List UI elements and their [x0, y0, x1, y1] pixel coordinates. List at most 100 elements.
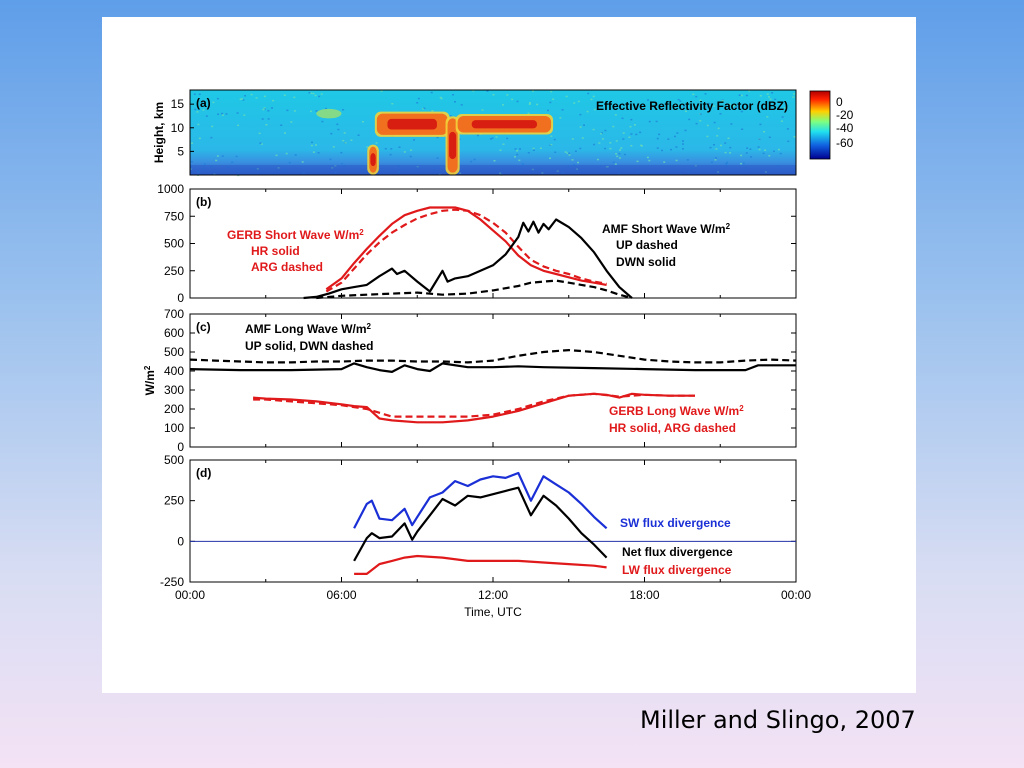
panel-c-y-tick-label: 300 [164, 383, 184, 397]
panel-a-noise [528, 103, 531, 105]
panel-a-noise [785, 107, 788, 109]
panel-a-noise [440, 97, 443, 100]
panel-a-noise [604, 129, 607, 132]
panel-a-noise [636, 160, 639, 163]
panel-a-noise [293, 96, 296, 99]
panel-a-noise [623, 153, 626, 156]
panel-a-noise [215, 159, 218, 162]
colorbar [809, 90, 831, 160]
panel-a-noise [502, 104, 504, 106]
panel-c-amf-sub: UP solid, DWN dashed [245, 339, 373, 353]
panel-a-noise [506, 94, 509, 96]
panel-d-y-tick-label: 250 [164, 494, 184, 508]
panel-a-noise [622, 132, 625, 134]
panel-a-noise [648, 120, 651, 123]
panel-a-noise [647, 99, 649, 101]
panel-a-noise [746, 147, 749, 149]
panel-a-noise [675, 146, 678, 148]
panel-a-noise [454, 101, 456, 103]
panel-a-noise [688, 118, 691, 121]
panel-a-noise [342, 109, 345, 111]
panel-a-noise [706, 106, 709, 108]
panel-a-noise [568, 154, 571, 156]
panel-a-noise [375, 142, 378, 144]
panel-b-series-amf-short-wave-up [316, 279, 633, 300]
panel-a-noise [633, 124, 636, 126]
panel-d-series-net-flux-divergence [353, 486, 608, 562]
panel-a-noise [577, 161, 579, 164]
panel-b-amf-dwn: DWN solid [616, 255, 676, 269]
panel-a-noise [436, 157, 439, 159]
panel-a-noise [699, 120, 702, 122]
panel-a-noise [235, 155, 238, 158]
panel-a-noise [757, 146, 760, 148]
panel-c-gerb-title: GERB Long Wave W/m2 [609, 404, 744, 419]
panel-a-noise [629, 125, 632, 128]
panel-a-noise [301, 161, 304, 163]
panel-a-noise [250, 93, 253, 96]
panel-d-lw-label: LW flux divergence [622, 563, 732, 577]
panel-a-noise [615, 153, 618, 155]
panel-a-noise [758, 148, 761, 151]
panel-b-y-tick-label: 0 [177, 291, 184, 305]
panel-a-noise [769, 98, 772, 100]
panel-a-noise [726, 161, 728, 164]
panel-a-noise [516, 100, 519, 103]
panel-a-noise [716, 135, 719, 137]
panel-d-label: (d) [196, 466, 211, 480]
panel-a-noise [194, 108, 197, 111]
panel-a-noise [553, 138, 556, 141]
panel-a-noise [706, 124, 709, 127]
panel-b-amf-title: AMF Short Wave W/m2 [602, 222, 731, 237]
panel-a-noise [439, 96, 442, 99]
panel-a-label: (a) [196, 96, 211, 110]
panel-a-noise [271, 107, 273, 109]
panel-a-noise [630, 145, 633, 147]
panel-a-noise [342, 139, 345, 142]
panel-a-noise [646, 156, 649, 159]
panel-a-noise [719, 101, 722, 103]
panel-a-noise [686, 159, 689, 161]
panel-a-noise [724, 151, 727, 154]
panel-a-noise [255, 97, 258, 99]
panel-a-noise [473, 158, 476, 161]
panel-a-noise [430, 91, 433, 94]
panel-a-noise [259, 142, 262, 144]
panel-b-gerb-title: GERB Short Wave W/m2 [227, 228, 364, 243]
panel-a-noise [601, 138, 604, 140]
panel-a-noise [622, 138, 625, 140]
panel-a-noise [211, 125, 214, 128]
panel-a-noise [609, 147, 612, 150]
panel-a-noise [310, 110, 312, 113]
panel-d-xlabel: Time, UTC [464, 605, 522, 619]
panel-a-noise [712, 105, 715, 107]
panel-a-noise [630, 118, 633, 121]
panel-a-noise [596, 158, 599, 161]
panel-a-noise [615, 140, 618, 142]
figure-svg: 5 10 15 (a) Effective Reflectivity Factor (d… [143, 89, 854, 619]
panel-a-noise [336, 123, 339, 126]
panel-a-y-tick-label: 5 [177, 144, 184, 158]
panel-a-noise [762, 152, 765, 155]
panel-a-noise [366, 146, 369, 148]
panel-a-noise [532, 147, 535, 150]
panel-a-noise [221, 112, 224, 115]
panel-a-noise [493, 160, 496, 162]
panel-a-noise [343, 132, 346, 134]
panel-a-noise [729, 146, 732, 149]
panel-a-noise [384, 148, 387, 150]
panel-a-noise [409, 155, 412, 158]
panel-a-noise [655, 120, 658, 123]
panel-a-noise [614, 163, 617, 165]
panel-a-noise [682, 148, 684, 150]
panel-a-noise [422, 108, 425, 110]
panel-a-noise [315, 110, 318, 112]
panel-a-noise [682, 140, 684, 142]
panel-a-noise [521, 163, 524, 165]
panel-c-y-tick-label: 700 [164, 307, 184, 321]
panel-a-noise [583, 124, 585, 126]
panel-a-noise [310, 92, 313, 94]
panel-a-noise [663, 161, 666, 163]
panel-a-noise [258, 132, 261, 135]
panel-a-noise [321, 120, 324, 123]
